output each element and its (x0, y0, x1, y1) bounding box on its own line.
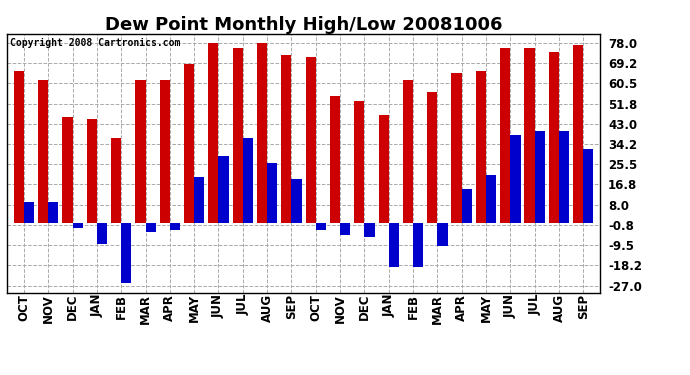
Bar (451, 73, 462, 223)
Bar (111, 138, 121, 223)
Bar (24, 202, 34, 223)
Bar (208, 43, 219, 223)
Bar (486, 175, 496, 223)
Bar (403, 80, 413, 223)
Bar (159, 80, 170, 223)
Bar (219, 156, 228, 223)
Bar (364, 223, 375, 237)
Bar (170, 223, 180, 230)
Bar (48, 202, 59, 223)
Bar (291, 179, 302, 223)
Bar (340, 223, 351, 235)
Bar (62, 117, 72, 223)
Bar (354, 101, 364, 223)
Bar (14, 71, 24, 223)
Bar (267, 163, 277, 223)
Bar (535, 131, 545, 223)
Bar (243, 138, 253, 223)
Bar (146, 223, 156, 232)
Bar (476, 71, 486, 223)
Bar (388, 223, 399, 267)
Bar (462, 189, 472, 223)
Bar (549, 52, 559, 223)
Bar (583, 149, 593, 223)
Bar (194, 177, 204, 223)
Title: Dew Point Monthly High/Low 20081006: Dew Point Monthly High/Low 20081006 (105, 16, 502, 34)
Bar (121, 223, 131, 283)
Bar (306, 57, 316, 223)
Bar (135, 80, 146, 223)
Bar (559, 131, 569, 223)
Bar (524, 48, 535, 223)
Bar (573, 45, 583, 223)
Bar (379, 115, 388, 223)
Bar (257, 43, 267, 223)
Bar (437, 223, 448, 246)
Bar (427, 92, 437, 223)
Text: Copyright 2008 Cartronics.com: Copyright 2008 Cartronics.com (10, 38, 180, 48)
Bar (72, 223, 83, 228)
Bar (233, 48, 243, 223)
Bar (97, 223, 107, 244)
Bar (500, 48, 511, 223)
Bar (38, 80, 48, 223)
Bar (184, 64, 194, 223)
Bar (316, 223, 326, 230)
Bar (330, 96, 340, 223)
Bar (413, 223, 423, 267)
Bar (282, 54, 291, 223)
Bar (511, 135, 520, 223)
Bar (87, 119, 97, 223)
